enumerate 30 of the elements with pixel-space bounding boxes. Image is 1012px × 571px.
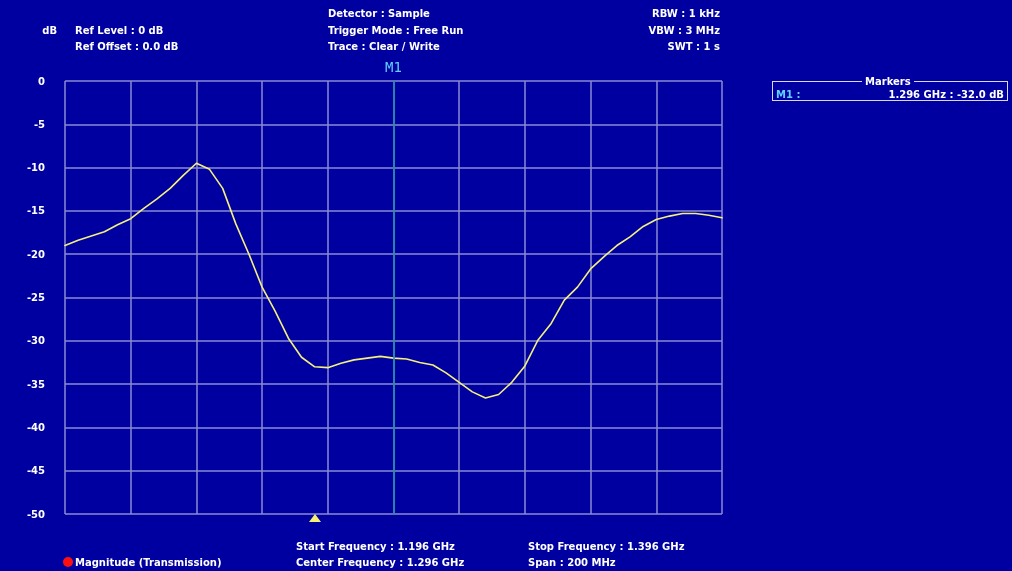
line-series (64, 162, 723, 399)
y-tick-label: -20 (26, 248, 46, 260)
y-axis-title: dB (42, 24, 57, 36)
y-tick-label: -10 (26, 162, 46, 174)
y-tick-label: -30 (26, 335, 46, 347)
y-tick-label: -5 (33, 118, 46, 130)
text: Span : 200 MHz (528, 556, 616, 569)
y-tick-label: -15 (26, 205, 46, 217)
text: 1.296 GHz : -32.0 dB (888, 88, 1004, 101)
text: Markers (862, 75, 914, 88)
text: Trace : Clear / Write (328, 40, 440, 53)
y-tick-label: 0 (38, 75, 46, 87)
text: M1 : (776, 88, 801, 101)
y-tick-label: -45 (26, 465, 46, 477)
text: Magnitude (Transmission) (75, 556, 222, 569)
text: Stop Frequency : 1.396 GHz (528, 540, 685, 553)
y-tick-label: -25 (26, 292, 46, 303)
text: Ref Offset : 0.0 dB (75, 40, 179, 53)
text: VBW : 3 MHz (648, 24, 720, 37)
text: SWT : 1 s (667, 40, 720, 53)
text: RBW : 1 kHz (651, 7, 720, 20)
text: Ref Level : 0 dB (75, 24, 164, 37)
y-tick-label: -50 (26, 508, 46, 520)
text: Start Frequency : 1.196 GHz (296, 540, 455, 553)
text: Detector : Sample (328, 7, 430, 20)
text: Center Frequency : 1.296 GHz (296, 556, 465, 569)
text: Trigger Mode : Free Run (328, 24, 464, 37)
text: M1 (385, 59, 402, 75)
y-tick-label: -40 (26, 421, 46, 433)
y-tick-label: -35 (26, 378, 46, 390)
